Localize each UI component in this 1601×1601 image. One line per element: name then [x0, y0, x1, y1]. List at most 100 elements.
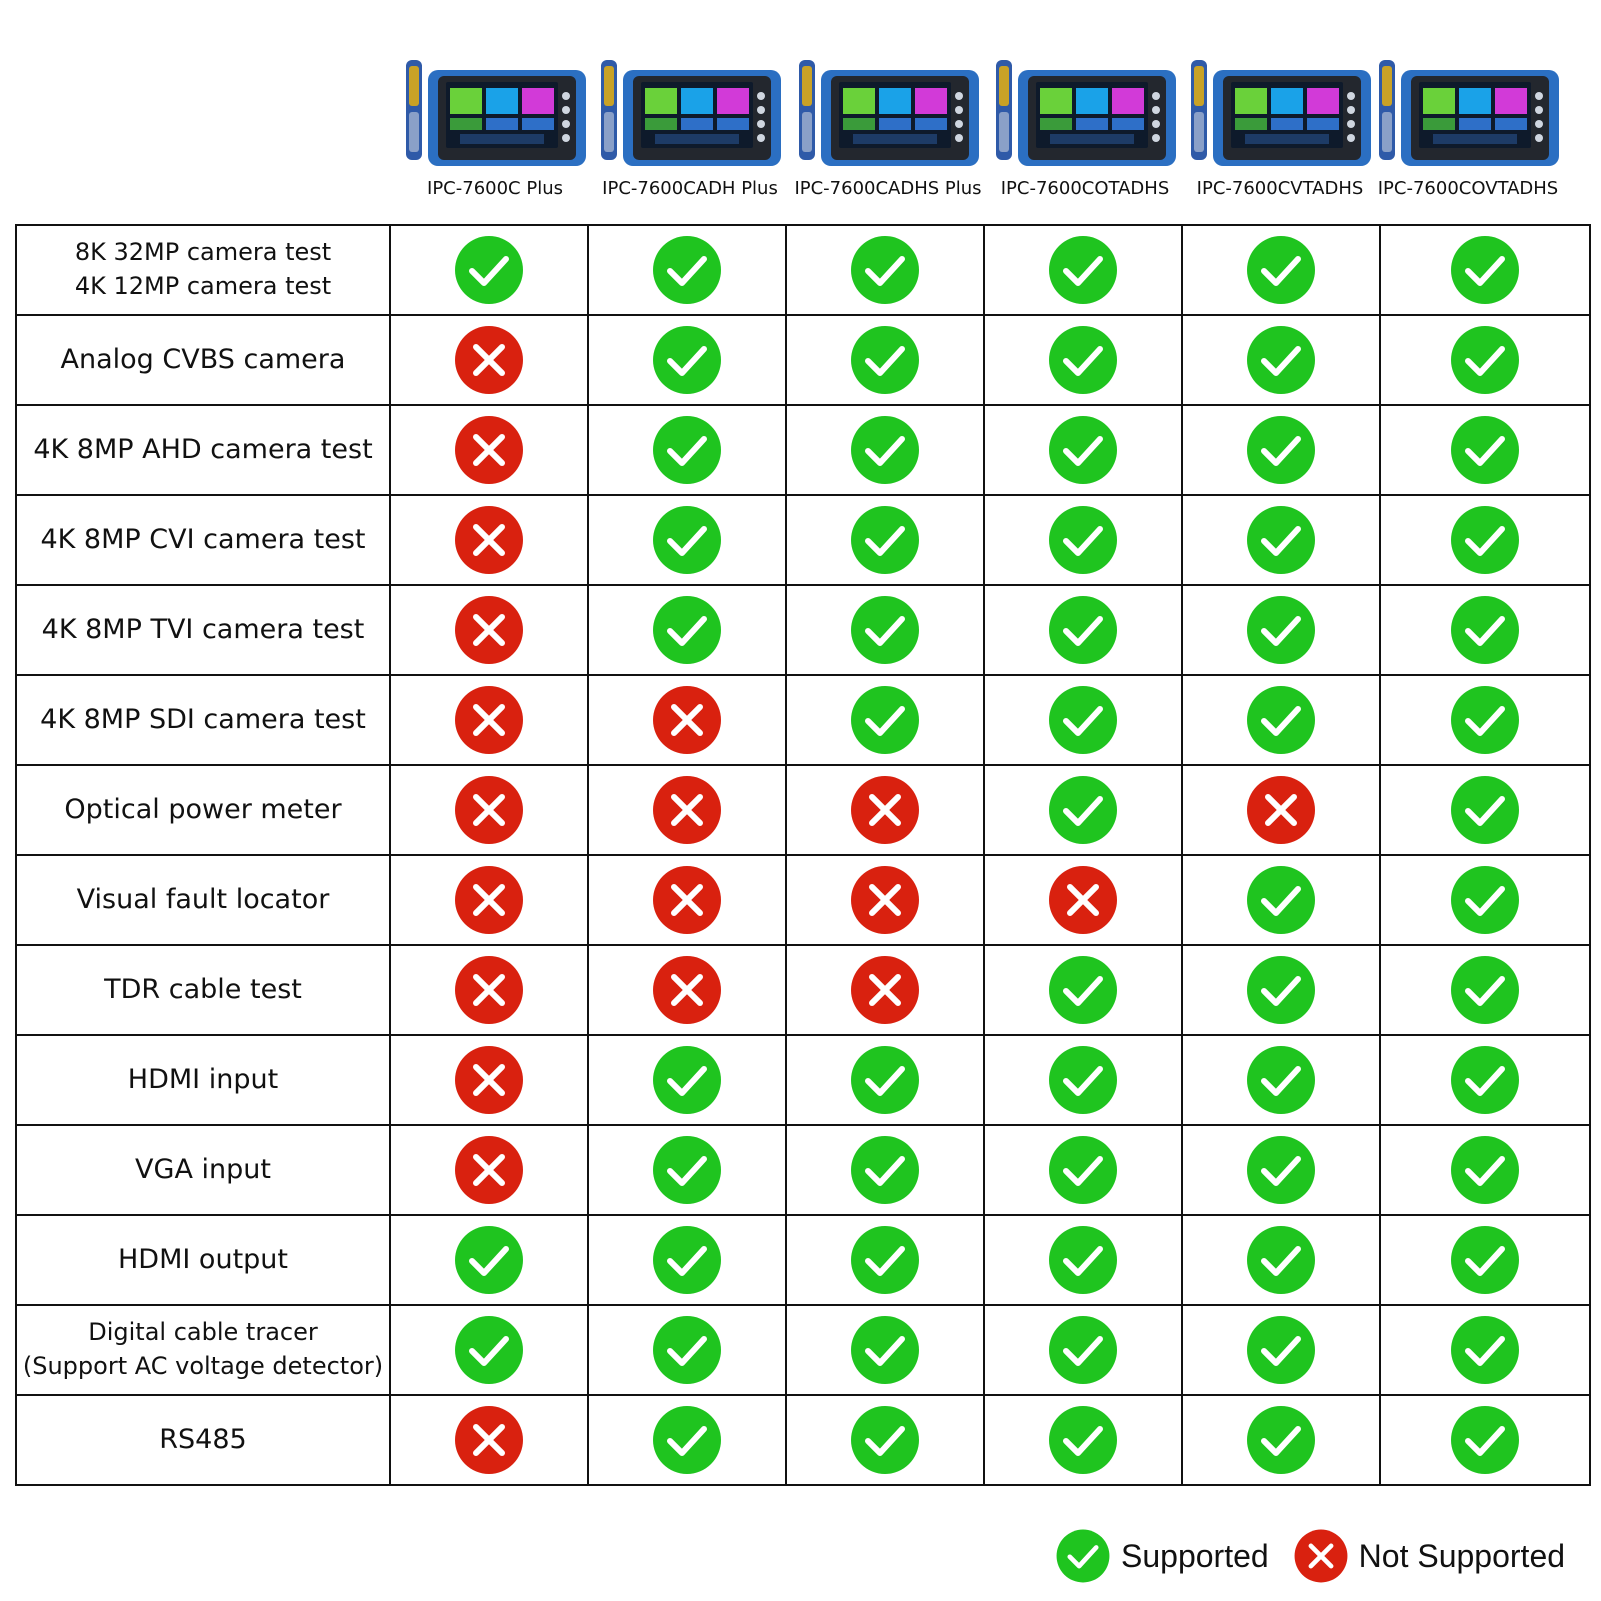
check-circle-icon: [1056, 1529, 1110, 1583]
supported-cell: [587, 404, 787, 496]
not-supported-cell: [389, 314, 589, 406]
model-name: IPC-7600COVTADHS: [1377, 178, 1559, 199]
supported-cell: [587, 584, 787, 676]
feature-label: 8K 32MP camera test: [74, 238, 332, 267]
check-circle-icon: [1049, 326, 1117, 394]
model-header-row: IPC-7600C Plus IPC-7600CADH Plus IPC-7600C…: [0, 0, 1601, 225]
supported-cell: [1379, 404, 1591, 496]
supported-cell: [389, 1214, 589, 1306]
check-circle-icon: [653, 1406, 721, 1474]
supported-cell: [983, 1304, 1183, 1396]
check-circle-icon: [1247, 596, 1315, 664]
check-circle-icon: [1049, 1136, 1117, 1204]
x-circle-icon: [653, 686, 721, 754]
supported-cell: [1379, 584, 1591, 676]
model-column-header: IPC-7600C Plus: [395, 48, 595, 223]
supported-cell: [1181, 944, 1381, 1036]
model-name: IPC-7600CADHS Plus: [794, 178, 982, 199]
not-supported-cell: [785, 764, 985, 856]
check-circle-icon: [1451, 1136, 1519, 1204]
supported-cell: [1181, 854, 1381, 946]
feature-sublabel: 4K 12MP camera test: [74, 272, 332, 300]
supported-cell: [785, 674, 985, 766]
supported-cell: [983, 1034, 1183, 1126]
x-circle-icon: [455, 326, 523, 394]
check-circle-icon: [1451, 1406, 1519, 1474]
check-circle-icon: [1247, 506, 1315, 574]
check-circle-icon: [653, 1316, 721, 1384]
x-circle-icon: [653, 956, 721, 1024]
feature-label-cell: HDMI input: [15, 1034, 391, 1126]
check-circle-icon: [851, 1136, 919, 1204]
supported-cell: [983, 1214, 1183, 1306]
supported-cell: [587, 224, 787, 316]
supported-cell: [983, 224, 1183, 316]
table-row: Digital cable tracer (Support AC voltage …: [15, 1304, 1591, 1396]
supported-cell: [1379, 1394, 1591, 1486]
table-row: 4K 8MP CVI camera test: [15, 494, 1591, 586]
supported-cell: [1379, 1124, 1591, 1216]
check-circle-icon: [1451, 416, 1519, 484]
tester-device-icon: [996, 60, 1176, 166]
x-circle-icon: [851, 956, 919, 1024]
supported-cell: [1181, 404, 1381, 496]
feature-label: 4K 8MP AHD camera test: [33, 434, 373, 466]
check-circle-icon: [1451, 236, 1519, 304]
not-supported-cell: [389, 494, 589, 586]
not-supported-cell: [785, 854, 985, 946]
supported-cell: [983, 674, 1183, 766]
feature-label: 4K 8MP CVI camera test: [40, 524, 366, 556]
supported-cell: [1379, 314, 1591, 406]
tester-device-icon: [406, 60, 586, 166]
table-row: Optical power meter: [15, 764, 1591, 856]
feature-label: TDR cable test: [104, 974, 302, 1006]
supported-cell: [785, 494, 985, 586]
feature-label-cell: RS485: [15, 1394, 391, 1486]
supported-cell: [587, 1124, 787, 1216]
supported-cell: [1379, 764, 1591, 856]
x-circle-icon: [1049, 866, 1117, 934]
table-row: HDMI output: [15, 1214, 1591, 1306]
supported-cell: [785, 1124, 985, 1216]
not-supported-cell: [587, 944, 787, 1036]
check-circle-icon: [1451, 596, 1519, 664]
check-circle-icon: [1049, 776, 1117, 844]
supported-cell: [1181, 674, 1381, 766]
x-circle-icon: [455, 956, 523, 1024]
supported-cell: [983, 1394, 1183, 1486]
supported-cell: [1379, 1304, 1591, 1396]
table-row: VGA input: [15, 1124, 1591, 1216]
check-circle-icon: [1247, 1136, 1315, 1204]
x-circle-icon: [653, 866, 721, 934]
check-circle-icon: [1049, 956, 1117, 1024]
supported-cell: [983, 764, 1183, 856]
check-circle-icon: [1451, 1226, 1519, 1294]
feature-label: Digital cable tracer: [88, 1318, 318, 1347]
supported-cell: [587, 314, 787, 406]
feature-label-cell: 4K 8MP TVI camera test: [15, 584, 391, 676]
supported-cell: [1181, 1034, 1381, 1126]
x-circle-icon: [1294, 1529, 1348, 1583]
table-row: 4K 8MP SDI camera test: [15, 674, 1591, 766]
legend-not-supported-label: Not Supported: [1358, 1537, 1566, 1574]
check-circle-icon: [1247, 686, 1315, 754]
not-supported-cell: [389, 764, 589, 856]
feature-label-cell: 4K 8MP CVI camera test: [15, 494, 391, 586]
model-name: IPC-7600C Plus: [427, 178, 563, 199]
check-circle-icon: [1049, 1316, 1117, 1384]
supported-cell: [1379, 674, 1591, 766]
not-supported-cell: [389, 584, 589, 676]
check-circle-icon: [851, 1226, 919, 1294]
check-circle-icon: [653, 236, 721, 304]
supported-cell: [785, 1394, 985, 1486]
model-column-header: IPC-7600CADH Plus: [590, 48, 790, 223]
not-supported-cell: [1181, 764, 1381, 856]
supported-cell: [389, 1304, 589, 1396]
supported-cell: [1379, 854, 1591, 946]
table-row: 4K 8MP TVI camera test: [15, 584, 1591, 676]
x-circle-icon: [455, 506, 523, 574]
check-circle-icon: [1451, 1316, 1519, 1384]
model-name: IPC-7600CADH Plus: [602, 178, 778, 199]
x-circle-icon: [455, 1046, 523, 1114]
supported-cell: [785, 1214, 985, 1306]
